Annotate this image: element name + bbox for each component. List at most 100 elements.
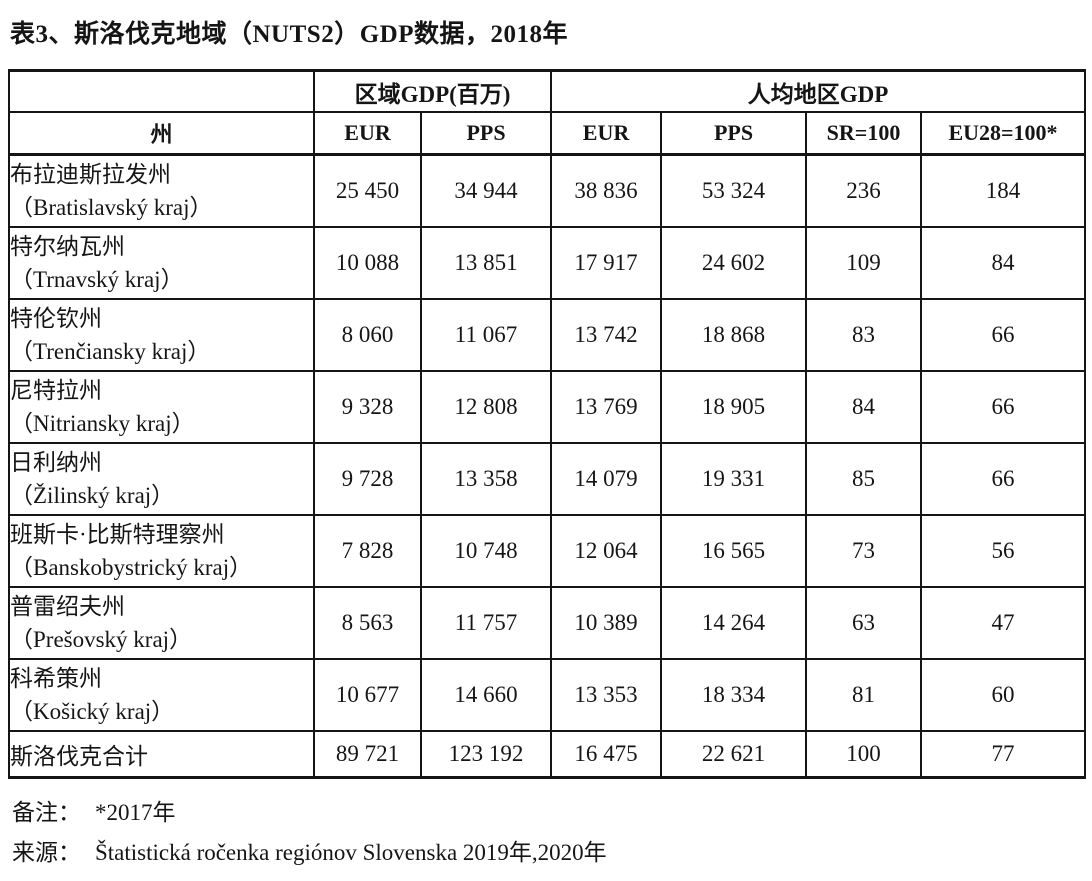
region-gdp-eur-cell: 10 677 (313, 658, 422, 732)
per-capita-eur-cell: 13 769 (550, 370, 662, 444)
region-name-cn: 特尔纳瓦州 (10, 234, 125, 259)
per-capita-pps-cell: 53 324 (660, 153, 807, 228)
region-gdp-pps-cell: 10 748 (420, 514, 552, 588)
per-capita-eur-cell: 12 064 (550, 514, 662, 588)
gdp-table: 区域GDP(百万) 人均地区GDP 州 EUR PPS EUR PPS SR=1… (8, 69, 1086, 779)
per-capita-pps-cell: 19 331 (660, 442, 807, 516)
region-gdp-pps-cell: 11 067 (420, 298, 552, 372)
per-capita-pps-cell: 14 264 (660, 586, 807, 660)
total-row: 斯洛伐克合计 89 721 123 192 16 475 22 621 100 … (8, 730, 1086, 779)
sr100-cell: 85 (805, 442, 922, 516)
per-capita-pps-cell: 18 868 (660, 298, 807, 372)
column-header-eu28: EU28=100* (920, 111, 1086, 156)
column-header-pps-1: PPS (420, 111, 552, 156)
region-name-cn: 尼特拉州 (10, 378, 102, 403)
region-name-sk: （Prešovský kraj） (10, 627, 193, 652)
note-text: *2017年 (95, 800, 176, 825)
table-row: 布拉迪斯拉发州 （Bratislavský kraj） 25 450 34 944 38… (8, 153, 1086, 228)
table-row: 特尔纳瓦州 （Trnavský kraj） 10 088 13 851 17 917 24… (8, 226, 1086, 300)
table-body: 布拉迪斯拉发州 （Bratislavský kraj） 25 450 34 944 38… (8, 153, 1086, 779)
note-label: 备注： (12, 800, 81, 825)
region-name-cell: 特尔纳瓦州 （Trnavský kraj） (8, 226, 315, 300)
region-name-sk: （Bratislavský kraj） (10, 195, 213, 220)
region-name-cn: 科希策州 (10, 666, 102, 691)
region-name-sk: （Trnavský kraj） (10, 267, 184, 292)
total-sr100: 100 (805, 730, 922, 779)
region-name-cell: 特伦钦州 （Trenčiansky kraj） (8, 298, 315, 372)
per-capita-pps-cell: 24 602 (660, 226, 807, 300)
per-capita-eur-cell: 14 079 (550, 442, 662, 516)
total-per-capita-pps: 22 621 (660, 730, 807, 779)
table-row: 特伦钦州 （Trenčiansky kraj） 8 060 11 067 13 742 1… (8, 298, 1086, 372)
total-region-gdp-pps: 123 192 (420, 730, 552, 779)
source-label: 来源： (12, 840, 81, 865)
per-capita-pps-cell: 18 334 (660, 658, 807, 732)
region-name-cell: 尼特拉州 （Nitriansky kraj） (8, 370, 315, 444)
total-region-gdp-eur: 89 721 (313, 730, 422, 779)
region-name-cell: 日利纳州 （Žilinský kraj） (8, 442, 315, 516)
region-gdp-pps-cell: 13 358 (420, 442, 552, 516)
source-text: Štatistická ročenka regiónov Slovenska 2… (95, 840, 607, 865)
source-line: 来源： Štatistická ročenka regiónov Slovensk… (12, 833, 1084, 873)
region-name-cn: 布拉迪斯拉发州 (10, 162, 171, 187)
region-gdp-pps-cell: 34 944 (420, 153, 552, 228)
eu28-cell: 84 (920, 226, 1086, 300)
column-header-pps-2: PPS (660, 111, 807, 156)
region-name-sk: （Trenčiansky kraj） (10, 339, 211, 364)
eu28-cell: 60 (920, 658, 1086, 732)
column-header-eur-2: EUR (550, 111, 662, 156)
region-name-cn: 班斯卡·比斯特理察州 (10, 522, 225, 547)
eu28-cell: 47 (920, 586, 1086, 660)
total-per-capita-eur: 16 475 (550, 730, 662, 779)
per-capita-eur-cell: 10 389 (550, 586, 662, 660)
group-header-region-gdp: 区域GDP(百万) (313, 69, 552, 113)
region-gdp-eur-cell: 7 828 (313, 514, 422, 588)
table-footnotes: 备注： *2017年 来源： Štatistická ročenka regióno… (12, 793, 1084, 873)
region-gdp-pps-cell: 11 757 (420, 586, 552, 660)
column-header-row: 州 EUR PPS EUR PPS SR=100 EU28=100* (8, 111, 1086, 156)
region-name-sk: （Banskobystrický kraj） (10, 555, 253, 580)
table-row: 班斯卡·比斯特理察州 （Banskobystrický kraj） 7 828 10 … (8, 514, 1086, 588)
total-eu28: 77 (920, 730, 1086, 779)
region-name-cn: 特伦钦州 (10, 306, 102, 331)
corner-empty-cell (8, 69, 315, 113)
sr100-cell: 73 (805, 514, 922, 588)
region-gdp-eur-cell: 8 060 (313, 298, 422, 372)
region-gdp-eur-cell: 9 728 (313, 442, 422, 516)
group-header-per-capita-gdp: 人均地区GDP (550, 69, 1086, 113)
page-title: 表3、斯洛伐克地域（NUTS2）GDP数据，2018年 (10, 21, 568, 48)
region-name-cell: 普雷绍夫州 （Prešovský kraj） (8, 586, 315, 660)
region-gdp-eur-cell: 9 328 (313, 370, 422, 444)
region-name-cell: 班斯卡·比斯特理察州 （Banskobystrický kraj） (8, 514, 315, 588)
region-name-cell: 布拉迪斯拉发州 （Bratislavský kraj） (8, 153, 315, 228)
column-header-region: 州 (8, 111, 315, 156)
per-capita-eur-cell: 13 353 (550, 658, 662, 732)
note-line: 备注： *2017年 (12, 793, 1084, 833)
sr100-cell: 236 (805, 153, 922, 228)
column-header-sr100: SR=100 (805, 111, 922, 156)
total-label: 斯洛伐克合计 (8, 730, 315, 779)
sr100-cell: 63 (805, 586, 922, 660)
region-name-sk: （Nitriansky kraj） (10, 411, 195, 436)
region-gdp-eur-cell: 8 563 (313, 586, 422, 660)
region-gdp-eur-cell: 25 450 (313, 153, 422, 228)
eu28-cell: 66 (920, 442, 1086, 516)
table-header: 区域GDP(百万) 人均地区GDP 州 EUR PPS EUR PPS SR=1… (8, 69, 1086, 156)
group-header-row: 区域GDP(百万) 人均地区GDP (8, 69, 1086, 113)
table-row: 尼特拉州 （Nitriansky kraj） 9 328 12 808 13 769 18… (8, 370, 1086, 444)
sr100-cell: 109 (805, 226, 922, 300)
region-gdp-pps-cell: 13 851 (420, 226, 552, 300)
region-gdp-eur-cell: 10 088 (313, 226, 422, 300)
region-name-cn: 日利纳州 (10, 450, 102, 475)
region-name-sk: （Košický kraj） (10, 699, 175, 724)
eu28-cell: 66 (920, 370, 1086, 444)
region-name-sk: （Žilinský kraj） (10, 483, 175, 508)
table-row: 科希策州 （Košický kraj） 10 677 14 660 13 353 18 3… (8, 658, 1086, 732)
per-capita-eur-cell: 17 917 (550, 226, 662, 300)
table-row: 日利纳州 （Žilinský kraj） 9 728 13 358 14 079 19 3… (8, 442, 1086, 516)
table-row: 普雷绍夫州 （Prešovský kraj） 8 563 11 757 10 389 14… (8, 586, 1086, 660)
region-gdp-pps-cell: 12 808 (420, 370, 552, 444)
eu28-cell: 56 (920, 514, 1086, 588)
per-capita-pps-cell: 16 565 (660, 514, 807, 588)
eu28-cell: 184 (920, 153, 1086, 228)
